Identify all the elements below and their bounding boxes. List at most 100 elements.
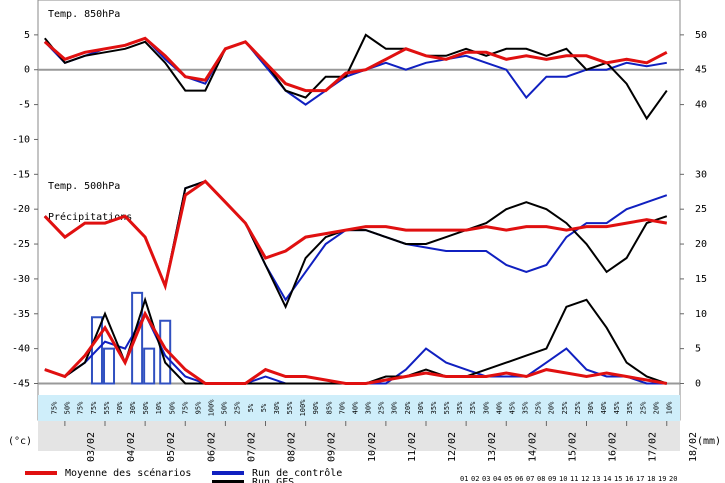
daily-bar bbox=[143, 347, 156, 385]
probability-label: 75% bbox=[51, 401, 59, 414]
y-tick-label: 0 bbox=[24, 65, 30, 76]
y2-tick-label: 20 bbox=[695, 239, 707, 250]
y2-tick-label: 40 bbox=[695, 100, 707, 111]
y2-tick-label: 10 bbox=[695, 309, 707, 320]
probability-label: 70% bbox=[338, 401, 346, 414]
probability-label: 25% bbox=[561, 401, 569, 414]
probability-label: 25% bbox=[535, 401, 543, 414]
probability-label: 50% bbox=[221, 401, 229, 414]
member-number: 18 bbox=[647, 475, 655, 483]
y2-tick-label: 5 bbox=[695, 344, 701, 355]
probability-label: 10% bbox=[155, 401, 163, 414]
y-tick-label: -30 bbox=[12, 274, 30, 285]
x-tick-label: 07/02 bbox=[246, 432, 257, 462]
member-number: 05 bbox=[504, 475, 512, 483]
member-number: 08 bbox=[537, 475, 545, 483]
y-tick-label: -25 bbox=[12, 239, 30, 250]
probability-label: 70% bbox=[116, 401, 124, 414]
probability-label: 50% bbox=[64, 401, 72, 414]
probability-label: 55% bbox=[286, 401, 294, 414]
y2-unit: (mm) bbox=[697, 436, 721, 447]
probability-label: 85% bbox=[325, 401, 333, 414]
daily-bar bbox=[103, 347, 116, 385]
probability-label: 55% bbox=[103, 401, 111, 414]
probability-label: 55% bbox=[443, 401, 451, 414]
x-tick-label: 13/02 bbox=[487, 432, 498, 462]
x-tick-label: 11/02 bbox=[407, 432, 418, 462]
probability-label: 90% bbox=[312, 401, 320, 414]
y-tick-label: -35 bbox=[12, 309, 30, 320]
probability-label: 30% bbox=[482, 401, 490, 414]
probability-label: 25% bbox=[234, 401, 242, 414]
y-tick-label: -10 bbox=[12, 134, 30, 145]
probability-label: 20% bbox=[548, 401, 556, 414]
probability-label: 25% bbox=[639, 401, 647, 414]
x-tick-label: 15/02 bbox=[567, 432, 578, 462]
y2-tick-label: 0 bbox=[695, 379, 701, 390]
probability-label: 35% bbox=[522, 401, 530, 414]
y2-tick-label: 45 bbox=[695, 65, 707, 76]
marks: 50-5-10-15-20-25-30-35-40-45504540302520… bbox=[12, 30, 707, 483]
panel-label: Temp. 850hPa bbox=[48, 9, 120, 20]
probability-band bbox=[38, 395, 680, 421]
probability-label: 30% bbox=[417, 401, 425, 414]
probability-label: 40% bbox=[600, 401, 608, 414]
member-number: 06 bbox=[515, 475, 523, 483]
probability-label: 45% bbox=[508, 401, 516, 414]
probability-label: 35% bbox=[456, 401, 464, 414]
probability-label: 35% bbox=[469, 401, 477, 414]
member-number: 09 bbox=[548, 475, 556, 483]
probability-label: 40% bbox=[495, 401, 503, 414]
y-tick-label: -15 bbox=[12, 169, 30, 180]
probability-label: 25% bbox=[378, 401, 386, 414]
member-number: 02 bbox=[471, 475, 479, 483]
y2-tick-label: 25 bbox=[695, 204, 707, 215]
y2-tick-label: 50 bbox=[695, 30, 707, 41]
member-number: 10 bbox=[559, 475, 567, 483]
x-tick-label: 14/02 bbox=[527, 432, 538, 462]
member-number: 07 bbox=[526, 475, 534, 483]
member-number: 04 bbox=[493, 475, 501, 483]
probability-label: 20% bbox=[652, 401, 660, 414]
y-tick-label: -45 bbox=[12, 379, 30, 390]
y-tick-label: -40 bbox=[12, 344, 30, 355]
panel-label: Temp. 500hPa bbox=[48, 181, 120, 192]
probability-label: 40% bbox=[351, 401, 359, 414]
series-line bbox=[43, 36, 668, 93]
member-number: 12 bbox=[581, 475, 589, 483]
y-tick-label: 5 bbox=[24, 30, 30, 41]
probability-label: 5% bbox=[247, 403, 255, 412]
x-tick-label: 16/02 bbox=[608, 432, 619, 462]
legend-label: Run de contrôle bbox=[252, 467, 342, 479]
probability-label: 45% bbox=[613, 401, 621, 414]
y-tick-label: -20 bbox=[12, 204, 30, 215]
y2-tick-label: 15 bbox=[695, 274, 707, 285]
member-number: 20 bbox=[669, 475, 677, 483]
x-tick-label: 03/02 bbox=[86, 432, 97, 462]
probability-label: 10% bbox=[665, 401, 673, 414]
probability-label: 35% bbox=[430, 401, 438, 414]
probability-label: 35% bbox=[626, 401, 634, 414]
probability-label: 75% bbox=[181, 401, 189, 414]
x-tick-label: 17/02 bbox=[648, 432, 659, 462]
plot-frame bbox=[37, 0, 681, 421]
probability-label: 20% bbox=[404, 401, 412, 414]
probability-label: 30% bbox=[273, 401, 281, 414]
legend-label: Moyenne des scénarios bbox=[65, 467, 191, 479]
y-tick-label: -5 bbox=[18, 100, 30, 111]
probability-label: 75% bbox=[90, 401, 98, 414]
member-number: 11 bbox=[570, 475, 578, 483]
probability-label: 30% bbox=[587, 401, 595, 414]
x-tick-label: 04/02 bbox=[126, 432, 137, 462]
x-tick-label: 10/02 bbox=[367, 432, 378, 462]
member-number: 15 bbox=[614, 475, 622, 483]
probability-label: 50% bbox=[168, 401, 176, 414]
probability-label: 75% bbox=[77, 401, 85, 414]
x-tick-label: 18/02 bbox=[688, 432, 699, 462]
probability-label: 95% bbox=[194, 401, 202, 414]
x-tick-label: 12/02 bbox=[447, 432, 458, 462]
series-line bbox=[43, 179, 668, 291]
probability-label: 30% bbox=[365, 401, 373, 414]
x-tick-label: 06/02 bbox=[206, 432, 217, 462]
